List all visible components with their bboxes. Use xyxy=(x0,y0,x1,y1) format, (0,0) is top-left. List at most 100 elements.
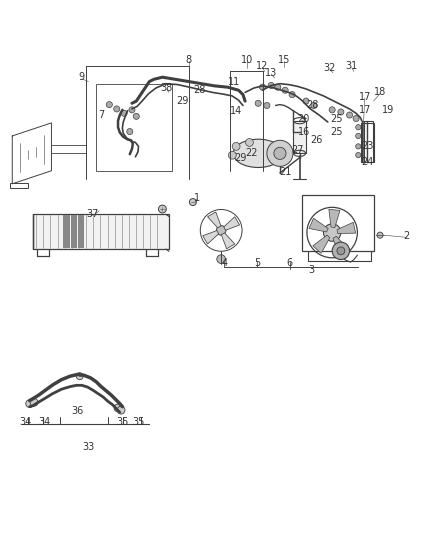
Bar xyxy=(302,195,374,251)
Circle shape xyxy=(159,205,166,213)
Text: 32: 32 xyxy=(324,63,336,74)
Text: 17: 17 xyxy=(359,92,371,102)
Text: 19: 19 xyxy=(382,105,394,115)
Circle shape xyxy=(114,404,122,412)
Text: 20: 20 xyxy=(298,114,310,124)
Text: 18: 18 xyxy=(374,87,386,98)
Polygon shape xyxy=(337,222,356,233)
Text: 10: 10 xyxy=(241,55,254,65)
Circle shape xyxy=(127,128,133,135)
Circle shape xyxy=(106,102,113,108)
Text: 35: 35 xyxy=(132,417,145,427)
Text: 8: 8 xyxy=(185,55,191,65)
Text: 4: 4 xyxy=(221,258,227,268)
Polygon shape xyxy=(309,218,328,232)
Circle shape xyxy=(255,100,261,107)
Text: 17: 17 xyxy=(359,105,371,115)
Circle shape xyxy=(275,84,281,90)
Circle shape xyxy=(133,114,139,119)
Text: 36: 36 xyxy=(71,406,84,416)
Circle shape xyxy=(329,107,335,113)
Text: 16: 16 xyxy=(298,127,310,138)
Text: 21: 21 xyxy=(279,167,291,176)
Text: 7: 7 xyxy=(99,110,105,120)
Circle shape xyxy=(117,406,125,414)
Text: 25: 25 xyxy=(330,114,343,124)
Text: 37: 37 xyxy=(87,209,99,219)
Circle shape xyxy=(377,232,383,238)
Bar xyxy=(293,120,306,154)
Bar xyxy=(71,215,77,248)
Text: 22: 22 xyxy=(245,148,258,158)
Text: 29: 29 xyxy=(235,152,247,163)
Text: 6: 6 xyxy=(286,258,293,268)
Text: 38: 38 xyxy=(161,83,173,93)
Circle shape xyxy=(311,102,317,109)
Text: 27: 27 xyxy=(291,145,304,155)
Text: 9: 9 xyxy=(79,72,85,82)
Polygon shape xyxy=(329,209,340,228)
Bar xyxy=(361,123,374,162)
Circle shape xyxy=(228,151,236,159)
Text: 33: 33 xyxy=(82,442,95,452)
Circle shape xyxy=(323,224,341,241)
Circle shape xyxy=(338,109,344,115)
Text: 28: 28 xyxy=(193,85,205,95)
Text: 25: 25 xyxy=(330,127,343,138)
Text: 13: 13 xyxy=(265,68,277,78)
Circle shape xyxy=(356,133,361,139)
Circle shape xyxy=(76,373,83,379)
Bar xyxy=(64,215,70,248)
Text: 14: 14 xyxy=(230,106,243,116)
Circle shape xyxy=(246,139,253,147)
Polygon shape xyxy=(333,236,349,255)
Circle shape xyxy=(121,110,127,116)
Circle shape xyxy=(232,142,240,150)
Bar xyxy=(362,120,373,162)
Text: 3: 3 xyxy=(308,265,314,275)
Text: 34: 34 xyxy=(19,417,32,427)
Bar xyxy=(10,183,28,188)
Circle shape xyxy=(259,84,265,90)
Circle shape xyxy=(356,144,361,149)
Circle shape xyxy=(332,242,350,260)
Polygon shape xyxy=(33,214,169,249)
Circle shape xyxy=(267,140,293,166)
Circle shape xyxy=(268,83,274,88)
Text: 26: 26 xyxy=(311,135,323,146)
Circle shape xyxy=(264,102,270,109)
Bar xyxy=(78,215,84,248)
Polygon shape xyxy=(313,235,330,253)
Text: 11: 11 xyxy=(228,77,240,86)
Circle shape xyxy=(346,112,353,118)
Polygon shape xyxy=(203,231,219,244)
Circle shape xyxy=(353,116,359,122)
Text: 31: 31 xyxy=(346,61,358,71)
Polygon shape xyxy=(208,212,221,228)
Text: 29: 29 xyxy=(176,96,188,106)
Text: 2: 2 xyxy=(403,231,409,241)
Text: 28: 28 xyxy=(307,100,319,110)
Circle shape xyxy=(337,247,345,255)
Text: 35: 35 xyxy=(116,417,129,427)
Text: 1: 1 xyxy=(194,193,200,203)
Circle shape xyxy=(189,199,196,206)
Text: 24: 24 xyxy=(361,157,373,167)
Circle shape xyxy=(217,255,226,263)
Circle shape xyxy=(303,98,309,104)
Circle shape xyxy=(114,106,120,112)
Text: 12: 12 xyxy=(256,61,268,71)
Polygon shape xyxy=(224,217,240,230)
Circle shape xyxy=(289,92,295,98)
Circle shape xyxy=(282,87,288,93)
Circle shape xyxy=(274,147,286,159)
Circle shape xyxy=(216,225,226,235)
Circle shape xyxy=(129,107,135,113)
Circle shape xyxy=(30,398,38,406)
Bar xyxy=(96,84,173,171)
Text: 23: 23 xyxy=(361,141,373,150)
Text: 5: 5 xyxy=(254,258,261,268)
Circle shape xyxy=(356,152,361,158)
Circle shape xyxy=(356,125,361,130)
Ellipse shape xyxy=(233,139,283,167)
